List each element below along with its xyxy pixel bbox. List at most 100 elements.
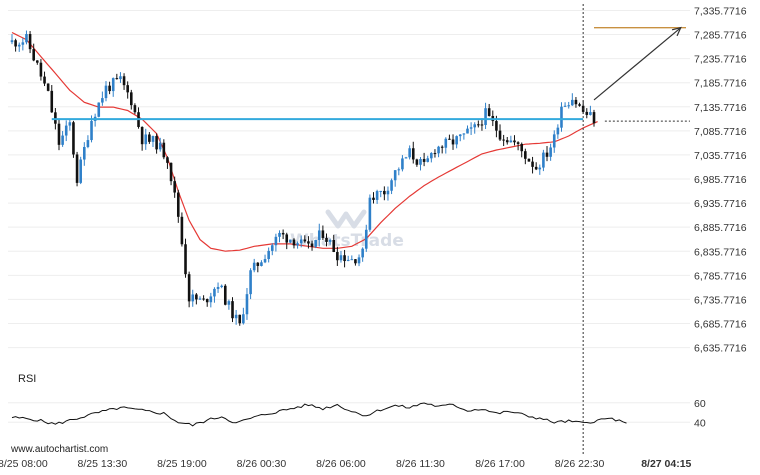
time-tick-label: 8/25 13:30 <box>78 458 128 470</box>
candle <box>339 255 343 261</box>
candle <box>419 158 422 165</box>
candle <box>411 148 415 160</box>
candle <box>440 146 444 148</box>
candle <box>390 180 393 191</box>
forecast-arrow-line <box>593 27 682 101</box>
candle <box>278 232 281 237</box>
candle <box>140 126 144 145</box>
candle <box>256 262 260 266</box>
candle <box>191 294 195 302</box>
candle <box>328 239 332 242</box>
price-tick-label: 7,135.7716 <box>694 102 747 114</box>
candle <box>129 92 133 106</box>
candle <box>545 152 549 157</box>
candle <box>260 262 263 266</box>
candle <box>336 252 339 261</box>
candle <box>122 76 126 86</box>
candle <box>187 274 191 302</box>
rsi-tick-label: 60 <box>694 398 706 410</box>
candle <box>437 146 440 154</box>
candle <box>281 232 285 235</box>
candle <box>82 146 86 160</box>
time-tick-label: 8/27 04:15 <box>641 458 691 470</box>
candle <box>361 248 364 258</box>
candle <box>520 143 524 152</box>
candle <box>393 170 397 181</box>
candle <box>317 230 321 240</box>
candle <box>151 136 155 142</box>
candle <box>307 241 310 244</box>
candle <box>176 192 180 217</box>
candle <box>46 83 50 91</box>
candle <box>592 112 596 124</box>
rsi-line <box>11 402 627 427</box>
candle <box>386 190 390 195</box>
candle <box>364 229 368 249</box>
price-tick-label: 6,985.7716 <box>694 174 747 186</box>
time-tick-label: 8/26 22:30 <box>555 458 605 470</box>
rsi-panel: RSI <box>8 373 690 427</box>
candle <box>534 166 538 170</box>
candle <box>585 111 589 115</box>
price-axis: 7,335.7716 7,285.7716 7,235.7716 7,185.7716… <box>694 5 747 354</box>
candle <box>68 122 72 126</box>
time-tick-label: 8/26 11:30 <box>396 458 445 470</box>
candle <box>17 44 21 47</box>
candle <box>79 159 82 183</box>
candle <box>205 299 209 303</box>
candle <box>227 301 231 305</box>
candle <box>325 237 328 242</box>
price-tick-label: 7,335.7716 <box>694 5 747 17</box>
candle <box>245 294 249 315</box>
price-tick-label: 7,285.7716 <box>694 30 747 42</box>
candle <box>578 104 581 106</box>
candle <box>242 314 245 324</box>
candle <box>484 108 487 126</box>
candle <box>383 190 386 195</box>
candle <box>158 142 162 150</box>
candle <box>303 239 307 242</box>
candle <box>61 135 64 145</box>
candle <box>32 49 35 61</box>
time-tick-label: 8/26 17:00 <box>475 458 525 470</box>
candle <box>505 140 509 143</box>
candle <box>426 158 430 162</box>
candle <box>209 296 213 303</box>
candle <box>480 124 484 126</box>
price-tick-label: 7,085.7716 <box>694 126 747 138</box>
candle <box>379 190 383 192</box>
candle <box>155 136 158 150</box>
candle <box>549 147 552 157</box>
price-tick-label: 7,035.7716 <box>694 150 747 162</box>
candle <box>314 239 317 247</box>
levels-layer <box>51 4 690 455</box>
candle <box>162 142 166 158</box>
candle <box>455 136 458 145</box>
forecast-arrowhead <box>671 26 682 37</box>
candle <box>498 130 502 140</box>
candle <box>115 78 119 80</box>
candle <box>144 134 148 145</box>
candle <box>252 262 256 271</box>
candle <box>104 85 108 99</box>
candle <box>126 85 129 93</box>
candle <box>332 239 336 253</box>
candle <box>198 298 202 300</box>
price-tick-label: 6,785.7716 <box>694 270 747 282</box>
candle <box>556 127 560 135</box>
candle <box>451 139 455 145</box>
candle <box>166 157 169 163</box>
candle <box>50 90 54 113</box>
candle <box>231 301 234 319</box>
candle <box>267 250 270 260</box>
candle <box>350 259 354 261</box>
candle <box>415 159 419 165</box>
time-tick-label: 8/26 06:00 <box>316 458 366 470</box>
candle <box>169 162 173 182</box>
candle <box>466 128 469 134</box>
candle <box>502 139 505 141</box>
candle <box>111 78 115 92</box>
candle <box>270 245 274 251</box>
candle <box>54 112 57 124</box>
price-tick-label: 6,685.7716 <box>694 319 747 331</box>
